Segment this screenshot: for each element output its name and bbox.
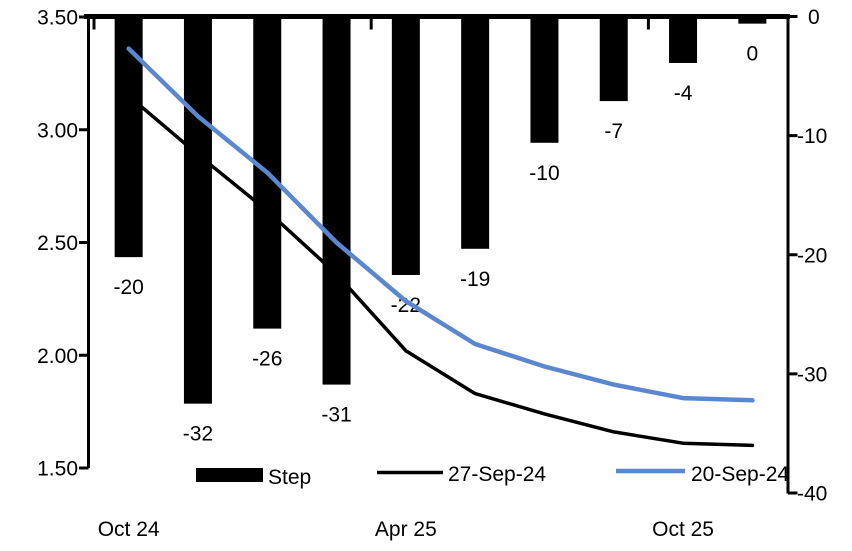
bar-data-label: 0: [747, 43, 759, 66]
legend-label-step: Step: [268, 466, 311, 489]
x-axis-label: Apr 25: [375, 518, 437, 541]
left-axis-tick-label: 2.00: [37, 345, 78, 368]
bar-step: [322, 19, 351, 385]
bar-data-label: -19: [460, 268, 490, 291]
bar-data-label: -10: [529, 162, 559, 185]
legend-label-20-sep-24: 20-Sep-24: [691, 463, 789, 486]
left-axis-tick-label: 3.00: [37, 119, 78, 142]
bar-data-label: -20: [113, 276, 143, 299]
legend-swatch-step: [196, 468, 263, 482]
bar-step: [738, 19, 767, 24]
right-axis-tick-label: -20: [797, 244, 827, 267]
series-line-27-Sep-24: [126, 94, 755, 448]
right-axis-tick-label: -40: [797, 483, 827, 506]
bar-data-label: -7: [604, 120, 623, 143]
bar-data-label: -4: [674, 82, 693, 105]
bar-step: [530, 19, 559, 143]
bar-data-label: -31: [321, 404, 351, 427]
legend-label-27-sep-24: 27-Sep-24: [448, 463, 546, 486]
right-axis-tick-label: -10: [797, 125, 827, 148]
x-axis-label: Oct 25: [652, 518, 714, 541]
bar-step: [114, 19, 143, 258]
left-axis-tick-label: 1.50: [37, 458, 78, 481]
bar-data-label: -22: [391, 294, 421, 317]
bar-step: [599, 19, 628, 102]
bar-data-label: -32: [183, 423, 213, 446]
right-axis-tick-label: -30: [797, 363, 827, 386]
legend: [196, 468, 685, 482]
bar-step: [669, 19, 698, 63]
bar-step: [461, 19, 490, 249]
right-axis-tick-label: 0: [808, 6, 820, 29]
bar-step: [391, 19, 420, 276]
x-axis-label: Oct 24: [98, 518, 160, 541]
left-axis-tick-label: 2.50: [37, 232, 78, 255]
series-line-20-Sep-24: [126, 46, 755, 403]
bar-step: [183, 19, 212, 404]
bar-data-label: -26: [252, 348, 282, 371]
left-axis-tick-label: 3.50: [37, 7, 78, 30]
